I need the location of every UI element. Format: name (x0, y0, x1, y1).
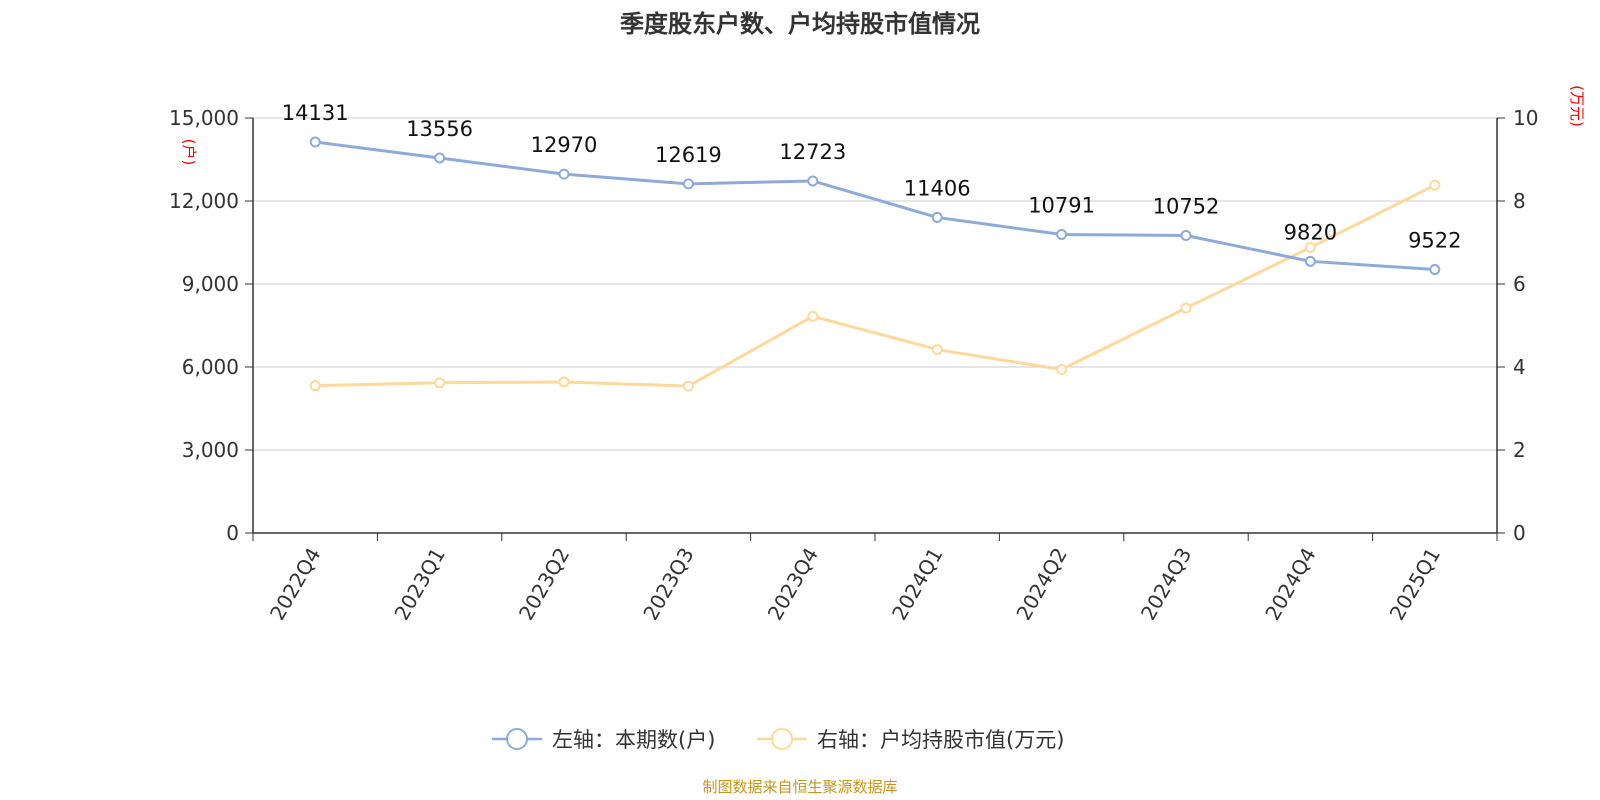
data-label: 12619 (655, 143, 722, 167)
left-tick-label: 6,000 (182, 355, 239, 379)
data-labels: 14131 13556 12970 12619 12723 11406 10791 10752… (282, 101, 1462, 253)
left-tick-label: 12,000 (169, 189, 239, 213)
right-tick-label: 0 (1513, 521, 1526, 545)
series-line (315, 140, 1435, 272)
axes: 0 3,000 6,000 9,000 12,000 15,000 0 2 4 6 8 10 2022Q… (169, 106, 1538, 624)
x-tick-label: 2023Q2 (514, 544, 574, 625)
data-point (558, 376, 570, 388)
legend-marker (506, 728, 528, 750)
data-label: 9522 (1408, 229, 1461, 253)
legend-label: 左轴：本期数(户) (552, 728, 715, 752)
data-point (682, 380, 694, 392)
x-tick-label: 2023Q4 (763, 544, 823, 625)
x-tick-label: 2023Q3 (638, 544, 698, 625)
grid (253, 117, 1497, 451)
left-tick-label: 0 (226, 521, 239, 545)
data-label: 9820 (1284, 220, 1337, 244)
left-tick-label: 3,000 (182, 438, 239, 462)
x-tick-label: 2025Q1 (1385, 544, 1445, 625)
data-label: 10752 (1153, 195, 1220, 219)
data-point (309, 136, 321, 148)
source-note: 制图数据来自恒生聚源数据库 (702, 778, 897, 796)
data-point (931, 211, 943, 223)
x-tick-label: 2024Q2 (1011, 544, 1071, 625)
x-tick-label: 2022Q4 (265, 544, 325, 625)
x-tick-label: 2023Q1 (389, 544, 449, 625)
legend-label: 右轴：户均持股市值(万元) (817, 728, 1064, 752)
data-point (1304, 255, 1316, 267)
data-point (807, 310, 819, 322)
right-axis-unit: (万元) (1568, 85, 1586, 127)
data-point (1180, 302, 1192, 314)
x-tick-label: 2024Q4 (1260, 544, 1320, 625)
x-tick-label: 2024Q1 (887, 544, 947, 625)
right-tick-label: 4 (1513, 355, 1526, 379)
right-tick-label: 10 (1513, 106, 1538, 130)
data-point (558, 168, 570, 180)
right-tick-label: 6 (1513, 272, 1526, 296)
left-axis-unit: (户) (180, 139, 198, 166)
data-point (1056, 363, 1068, 375)
data-label: 13556 (406, 117, 473, 141)
data-point (1429, 179, 1441, 191)
data-point (1429, 264, 1441, 276)
data-label: 11406 (904, 176, 971, 200)
data-label: 12970 (531, 133, 598, 157)
data-point (309, 380, 321, 392)
right-tick-label: 2 (1513, 438, 1526, 462)
x-tick-label: 2024Q3 (1136, 544, 1196, 625)
data-point (1304, 241, 1316, 253)
data-point (434, 377, 446, 389)
legend: 左轴：本期数(户) 右轴：户均持股市值(万元) (492, 728, 1064, 752)
data-point (807, 175, 819, 187)
data-label: 12723 (779, 140, 846, 164)
series-line (315, 183, 1436, 388)
data-point (682, 178, 694, 190)
data-label: 14131 (282, 101, 349, 125)
series-layer (309, 136, 1441, 392)
data-point (931, 344, 943, 356)
legend-marker (771, 728, 793, 750)
data-point (1056, 228, 1068, 240)
left-tick-label: 9,000 (182, 272, 239, 296)
chart-title: 季度股东户数、户均持股市值情况 (620, 10, 980, 38)
data-point (434, 152, 446, 164)
data-point (1180, 230, 1192, 242)
data-label: 10791 (1028, 193, 1095, 217)
left-tick-label: 15,000 (169, 106, 239, 130)
right-tick-label: 8 (1513, 189, 1526, 213)
